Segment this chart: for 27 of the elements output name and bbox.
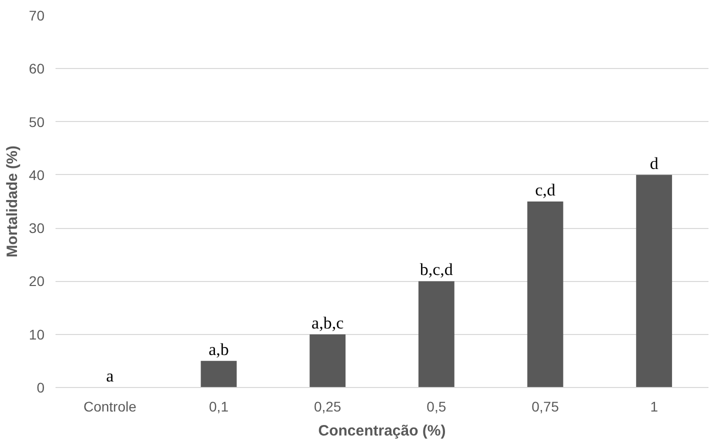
y-tick-label: 20 <box>28 273 45 290</box>
y-tick-label: 0 <box>36 380 45 396</box>
data-label: c,d <box>535 180 556 200</box>
x-tick-label: 0,25 <box>314 398 342 414</box>
bar <box>310 334 346 388</box>
y-tick-label: 50 <box>28 114 45 130</box>
bar <box>418 281 454 388</box>
y-tick-label: 70 <box>28 8 45 24</box>
x-axis-title: Concentração (%) <box>318 422 446 440</box>
data-label: a,b,c <box>312 313 344 332</box>
bar <box>527 202 564 388</box>
data-label: a,b <box>208 340 229 359</box>
bar <box>200 360 237 388</box>
y-tick-label: 60 <box>28 60 45 77</box>
data-label: d <box>650 154 659 173</box>
bar <box>636 174 672 388</box>
data-label: b,c,d <box>420 260 454 280</box>
x-tick-label: 0,5 <box>426 398 446 414</box>
y-axis-title: Mortalidade (%) <box>4 146 21 258</box>
x-tick-label: Controle <box>83 398 137 414</box>
x-tick-label: 0,75 <box>532 398 560 414</box>
y-tick-label: 40 <box>28 166 45 183</box>
data-label: a <box>106 366 114 386</box>
y-tick-label: 10 <box>28 326 45 342</box>
x-tick-label: 0,1 <box>209 398 229 414</box>
y-tick-label: 30 <box>28 220 45 236</box>
x-tick-label: 1 <box>650 398 658 414</box>
